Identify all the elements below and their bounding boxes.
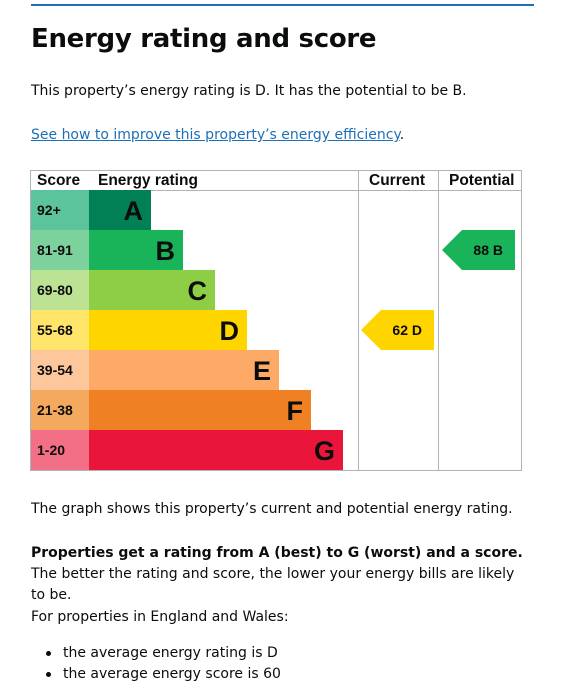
header-score: Score — [37, 172, 81, 189]
top-rule — [31, 4, 534, 6]
band-score-b: 81-91 — [31, 230, 89, 270]
page-title: Energy rating and score — [31, 24, 377, 54]
header-divider — [31, 190, 521, 191]
band-letter-c: C — [187, 276, 208, 306]
band-bar-c: C — [89, 270, 215, 310]
graph-note: The graph shows this property’s current … — [31, 501, 513, 517]
band-score-g: 1-20 — [31, 430, 89, 470]
band-score-e: 39-54 — [31, 350, 89, 390]
band-bar-g: G — [89, 430, 343, 470]
potential-rating-arrow: 88 B — [442, 230, 515, 270]
rating-explainer-rest: The better the rating and score, the low… — [31, 566, 515, 603]
improve-efficiency-link[interactable]: See how to improve this property’s energ… — [31, 127, 400, 143]
average-list-item: the average energy score is 60 — [31, 664, 281, 685]
band-letter-d: D — [219, 316, 240, 346]
band-letter-f: F — [286, 396, 304, 426]
average-list-item: the average energy rating is D — [31, 643, 281, 664]
energy-rating-chart: Score Energy rating Current Potential 92… — [30, 170, 522, 471]
current-rating-arrow: 62 D — [361, 310, 434, 350]
band-bar-a: A — [89, 190, 151, 230]
band-bar-e: E — [89, 350, 279, 390]
potential-column-divider — [438, 171, 439, 470]
band-score-f: 21-38 — [31, 390, 89, 430]
region-note: For properties in England and Wales: — [31, 609, 289, 625]
current-column-divider — [358, 171, 359, 470]
band-letter-g: G — [313, 436, 335, 466]
band-score-d: 55-68 — [31, 310, 89, 350]
band-letter-a: A — [123, 196, 144, 226]
band-letter-b: B — [155, 236, 176, 266]
band-bar-d: D — [89, 310, 247, 350]
band-letter-e: E — [252, 356, 271, 386]
improve-link-suffix: . — [399, 127, 405, 143]
improve-paragraph: See how to improve this property’s energ… — [31, 125, 404, 146]
header-potential: Potential — [449, 172, 515, 189]
band-score-a: 92+ — [31, 190, 89, 230]
rating-explainer-bold: Properties get a rating from A (best) to… — [31, 545, 523, 561]
header-current: Current — [369, 172, 425, 189]
band-bar-f: F — [89, 390, 311, 430]
average-list: the average energy rating is D the avera… — [31, 643, 281, 684]
band-score-c: 69-80 — [31, 270, 89, 310]
rating-summary: This property’s energy rating is D. It h… — [31, 83, 467, 99]
band-bar-b: B — [89, 230, 183, 270]
header-energy-rating: Energy rating — [98, 172, 198, 189]
rating-explainer: Properties get a rating from A (best) to… — [31, 543, 531, 606]
